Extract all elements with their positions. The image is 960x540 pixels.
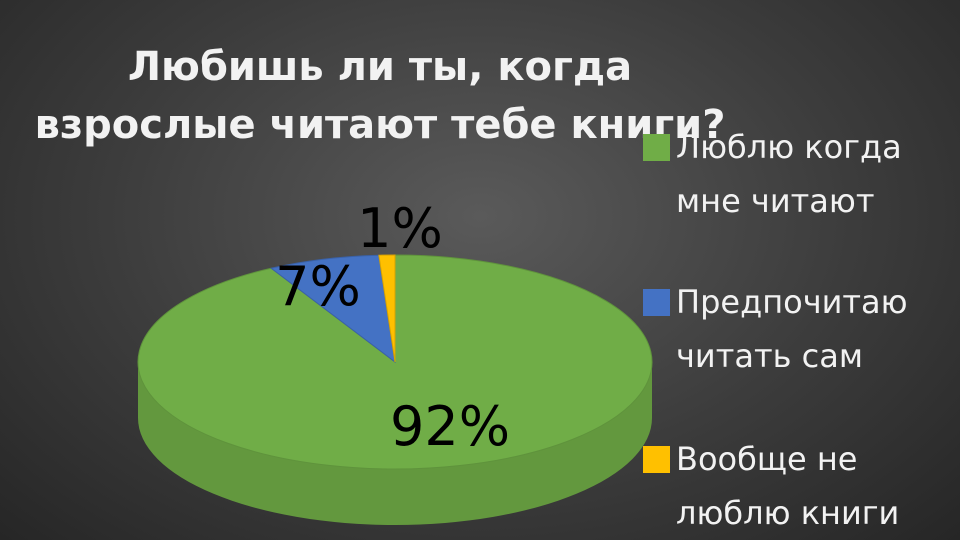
pie-slice-2 — [378, 254, 396, 363]
legend-label-2-line-2: люблю книги — [676, 494, 900, 532]
data-label-2: 1% — [357, 197, 443, 260]
legend-swatch-2 — [643, 446, 670, 473]
legend-label-0: Люблю когда мне читают — [676, 120, 951, 228]
legend-label-2: Вообще не люблю книги — [676, 432, 951, 540]
chart-title-line-2: взрослые читают тебе книги? — [34, 102, 726, 148]
legend-label-0-line-2: мне читают — [676, 182, 875, 220]
chart-title: Любишь ли ты, когда взрослые читают тебе… — [0, 38, 760, 154]
chart-title-line-1: Любишь ли ты, когда — [127, 44, 633, 90]
data-label-0: 92% — [390, 395, 510, 458]
pie-slice-1 — [270, 254, 396, 364]
data-label-1: 7% — [275, 255, 361, 318]
legend-swatch-0 — [643, 134, 670, 161]
legend-label-1-line-2: читать сам — [676, 337, 863, 375]
legend-label-0-line-1: Люблю когда — [676, 128, 902, 166]
legend-swatch-1 — [643, 289, 670, 316]
pie-side-wall — [138, 362, 652, 525]
legend-label-1: Предпочитаю читать сам — [676, 275, 951, 383]
legend-label-1-line-1: Предпочитаю — [676, 283, 908, 321]
legend-label-2-line-1: Вообще не — [676, 440, 858, 478]
